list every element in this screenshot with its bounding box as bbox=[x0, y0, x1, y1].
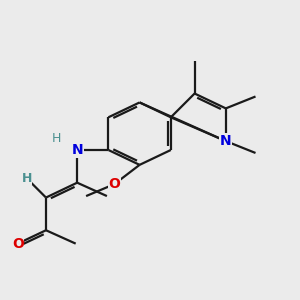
Text: H: H bbox=[22, 172, 32, 185]
Text: O: O bbox=[12, 237, 24, 250]
Text: N: N bbox=[71, 143, 83, 157]
Text: O: O bbox=[108, 177, 120, 191]
Text: N: N bbox=[220, 134, 232, 148]
Text: H: H bbox=[52, 132, 61, 145]
